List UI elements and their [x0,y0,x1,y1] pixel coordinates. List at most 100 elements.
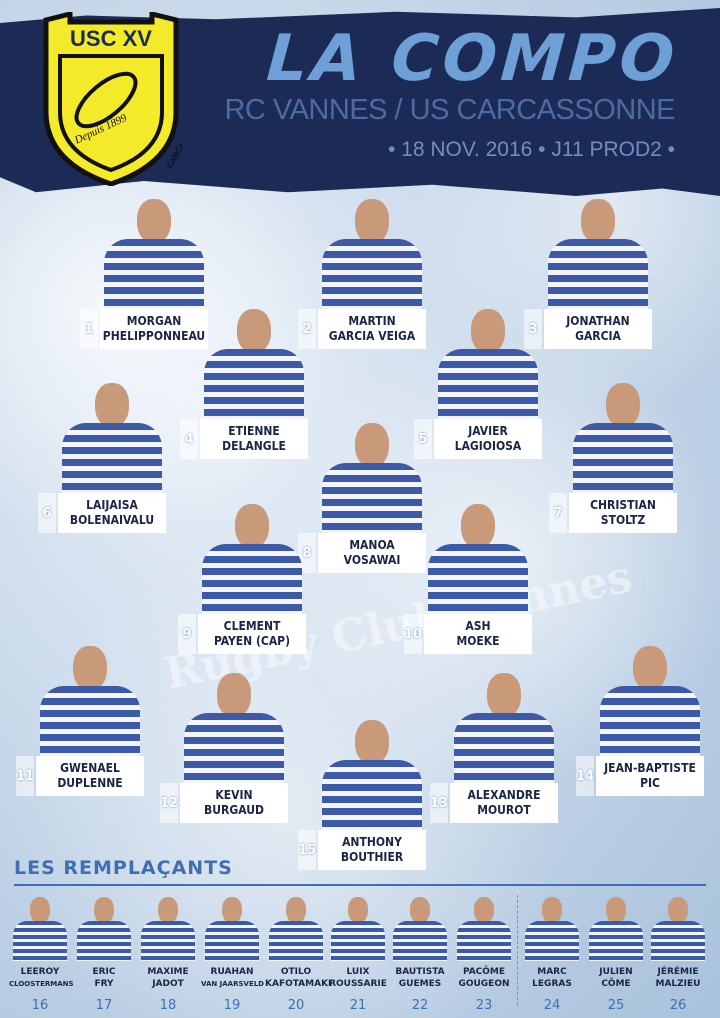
player-photo [455,895,513,961]
player-name: KEVIN BURGAUD [180,783,288,823]
player-first-name: MAXIME [147,967,189,977]
player-name: CHRISTIAN STOLTZ [569,493,677,533]
player-last-name: GARCIA [575,329,621,343]
player-last-name: MOEKE [456,634,500,648]
player-number: 2 [298,309,316,349]
player-last-name: GOUGEON [458,979,510,989]
player-last-name: GUEMES [398,979,442,989]
player-photo [60,379,164,493]
substitutes-heading: LES REMPLAÇANTS [14,857,233,879]
player-number: 9 [178,614,196,654]
player-number: 20 [287,998,305,1013]
player-first-name: ANTHONY [342,835,402,849]
player-photo [587,895,645,961]
player-number: 22 [411,998,429,1013]
player-number: 21 [349,998,367,1013]
player-card: 15 ANTHONY BOUTHIER [298,830,426,870]
player-head [606,897,626,923]
player-first-name: PACÔME [462,967,506,977]
player-card: 11 GWENAEL DUPLENNE [16,756,144,796]
player-last-name: FRY [94,979,114,989]
player-last-name: BOLENAIVALU [69,513,155,527]
player-jersey [438,349,538,419]
player-jersey [322,239,422,309]
player-first-name: CHRISTIAN [590,498,656,512]
player-name: JAVIER LAGIOIOSA [434,419,542,459]
player-last-name: PIC [640,776,660,790]
player-photo [546,195,650,309]
player-card: 10 ASH MOEKE [404,614,532,654]
player-head [73,646,107,690]
player-first-name: LAIJAISA [86,498,138,512]
player-jersey [184,713,284,783]
club-logo: USC XV Depuis 1899 CARCASSONNE [43,12,182,186]
substitute: OTILO KAFOTAMAKI 20 [265,895,331,1015]
player-head [95,383,129,427]
player-name: GWENAEL DUPLENNE [36,756,144,796]
player-name: ALEXANDRE MOUROT [450,783,558,823]
player-photo [200,500,304,614]
player-number: 26 [669,998,687,1013]
player-number: 5 [414,419,432,459]
player-jersey [202,544,302,614]
player-photo [38,642,142,756]
player-name: MORGAN PHELIPPONNEAU [100,309,208,349]
player-name: CLEMENT PAYEN (CAP) [198,614,306,654]
substitute: MAXIME JADOT 18 [137,895,199,1015]
player-card: 5 JAVIER LAGIOIOSA [414,419,542,459]
player-card: 7 CHRISTIAN STOLTZ [549,493,677,533]
player-jersey [322,463,422,533]
player-name: ANTHONY BOUTHIER [318,830,426,870]
player-jersey [77,921,131,961]
player-last-name: ROUSSARIE [329,979,387,989]
player-number: 7 [549,493,567,533]
player-card: 8 MANOA VOSAWAI [298,533,426,573]
player-head [355,720,389,764]
player-photo [571,379,675,493]
player-jersey [548,239,648,309]
player-last-name: DUPLENNE [57,776,123,790]
player-number: 1 [80,309,98,349]
player-name: ASH MOEKE [424,614,532,654]
player-last-name: STOLTZ [600,513,646,527]
player-name: MANOA VOSAWAI [318,533,426,573]
player-jersey [393,921,447,961]
player-jersey [525,921,579,961]
player-last-name: VAN JAARSVELD [201,980,264,988]
player-last-name: VOSAWAI [343,553,401,567]
player-photo [523,895,581,961]
player-head [348,897,368,923]
player-jersey [40,686,140,756]
player-photo [329,895,387,961]
player-first-name: LUIX [346,967,370,977]
player-head [217,673,251,717]
player-name: ETIENNE DELANGLE [200,419,308,459]
player-name: LAIJAISA BOLENAIVALU [58,493,166,533]
player-photo [649,895,707,961]
player-photo [320,419,424,533]
player-last-name: DELANGLE [222,439,286,453]
player-first-name: MARTIN [348,314,396,328]
player-number: 17 [95,998,113,1013]
player-first-name: MORGAN [126,314,182,328]
player-number: 3 [524,309,542,349]
player-number: 18 [159,998,177,1013]
player-first-name: JÉRÉMIE [657,967,699,977]
player-last-name: CLOOSTERMANS [9,980,74,988]
player-first-name: ASH [465,619,491,633]
player-number: 10 [404,614,422,654]
player-number: 4 [180,419,198,459]
player-jersey [651,921,705,961]
player-head [355,423,389,467]
player-number: 15 [298,830,316,870]
player-jersey [62,423,162,493]
player-first-name: GWENAEL [60,761,120,775]
player-first-name: KEVIN [215,788,253,802]
player-last-name: PAYEN (CAP) [213,634,291,648]
player-first-name: ALEXANDRE [467,788,541,802]
player-photo [182,669,286,783]
player-number: 8 [298,533,316,573]
player-card: 14 JEAN-BAPTISTE PIC [576,756,704,796]
player-number: 13 [430,783,448,823]
player-head [94,897,114,923]
